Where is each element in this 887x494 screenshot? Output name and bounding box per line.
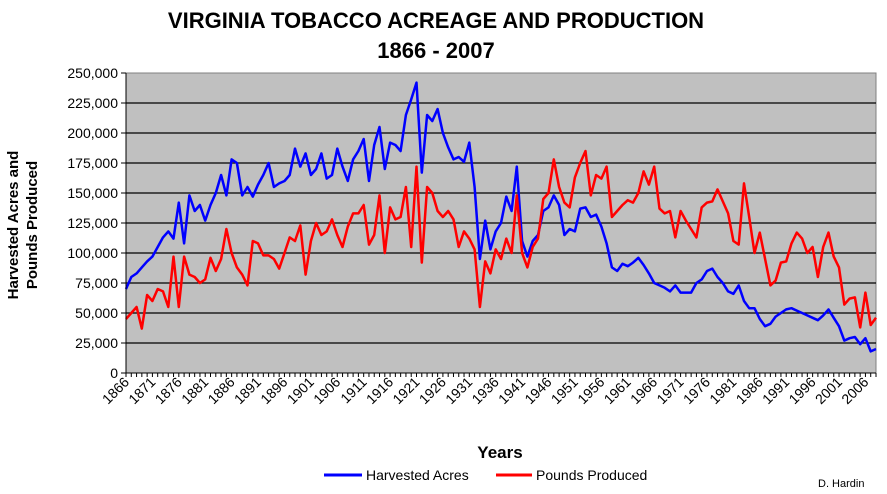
x-tick-label: 1926	[416, 374, 449, 407]
x-tick-label: 1896	[257, 374, 290, 407]
x-tick-label: 1936	[468, 374, 501, 407]
y-tick-label: 225,000	[67, 95, 118, 111]
x-tick-label: 1951	[548, 374, 581, 407]
x-tick-label: 1996	[785, 374, 818, 407]
y-tick-label: 125,000	[67, 215, 118, 231]
x-tick-label: 1901	[284, 374, 317, 407]
y-tick-label: 175,000	[67, 155, 118, 171]
x-tick-label: 1881	[178, 374, 211, 407]
y-tick-label: 200,000	[67, 125, 118, 141]
x-tick-label: 1916	[363, 374, 396, 407]
y-tick-label: 0	[110, 365, 118, 381]
x-tick-label: 1911	[337, 374, 370, 407]
x-tick-label: 1986	[733, 374, 766, 407]
chart-subtitle: 1866 - 2007	[377, 38, 494, 63]
x-tick-label: 1946	[521, 374, 554, 407]
x-tick-label: 1866	[99, 374, 132, 407]
x-tick-label: 2001	[812, 374, 845, 407]
x-tick-label: 2006	[838, 374, 871, 407]
x-tick-label: 1871	[125, 374, 158, 407]
y-tick-label: 50,000	[75, 305, 118, 321]
chart-title: VIRGINIA TOBACCO ACREAGE AND PRODUCTION	[168, 8, 704, 33]
legend-label-acres: Harvested Acres	[366, 467, 469, 483]
y-tick-label: 100,000	[67, 245, 118, 261]
y-axis-label-line2: Pounds Produced	[24, 161, 41, 289]
x-tick-label: 1961	[601, 374, 634, 407]
y-tick-label: 25,000	[75, 335, 118, 351]
x-tick-label: 1966	[627, 374, 660, 407]
series-line-harvested-acres	[124, 81, 877, 353]
x-tick-label: 1971	[653, 374, 686, 407]
y-axis-label-line1: Harvested Acres and	[5, 151, 22, 300]
x-tick-label: 1906	[310, 374, 343, 407]
x-tick-label: 1956	[574, 374, 607, 407]
x-tick-label: 1981	[706, 374, 739, 407]
x-tick-label: 1931	[442, 374, 475, 407]
x-tick-label: 1941	[495, 374, 528, 407]
x-tick-label: 1891	[231, 374, 264, 407]
y-tick-label: 75,000	[75, 275, 118, 291]
x-tick-label: 1991	[759, 374, 792, 407]
x-tick-label: 1876	[152, 374, 185, 407]
x-tick-label: 1976	[680, 374, 713, 407]
x-axis-label: Years	[477, 443, 522, 462]
credit-text: D. Hardin	[818, 478, 864, 490]
x-tick-label: 1921	[389, 374, 422, 407]
y-tick-label: 150,000	[67, 185, 118, 201]
x-tick-label: 1886	[204, 374, 237, 407]
legend-label-pounds: Pounds Produced	[536, 467, 647, 483]
series-line-pounds-produced	[125, 149, 878, 330]
y-tick-label: 250,000	[67, 65, 118, 81]
legend: Harvested Acres Pounds Produced	[324, 467, 647, 483]
